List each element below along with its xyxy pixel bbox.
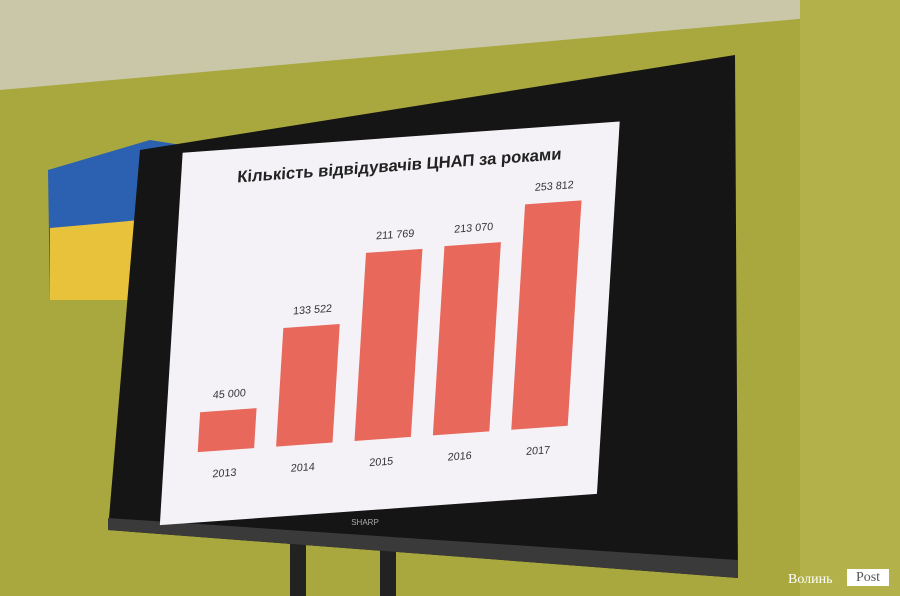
flag-yellow — [50, 220, 140, 300]
x-tick-label: 2013 — [212, 467, 237, 481]
watermark-box — [847, 569, 889, 586]
x-tick-label: 2017 — [526, 444, 551, 458]
bar — [511, 200, 582, 430]
bar — [432, 242, 501, 436]
x-tick-label: 2014 — [291, 461, 316, 475]
wall-corner — [800, 0, 900, 596]
ceiling — [0, 0, 900, 90]
watermark-tag: Post — [856, 570, 880, 585]
brand-label: SHARP — [351, 518, 379, 527]
watermark-name: Волинь — [788, 572, 833, 587]
stand-leg — [290, 540, 306, 596]
value-label: 133 522 — [293, 303, 333, 318]
screen: Кількість відвідувачів ЦНАП за роками 45… — [159, 121, 620, 526]
value-label: 211 769 — [376, 228, 415, 243]
bar — [354, 248, 423, 441]
x-tick-label: 2015 — [369, 455, 394, 469]
bar — [276, 323, 340, 447]
value-label: 253 812 — [534, 179, 574, 194]
value-label: 45 000 — [212, 387, 246, 401]
bar — [197, 408, 257, 453]
tv-bezel — [108, 518, 738, 578]
x-tick-label: 2016 — [447, 450, 472, 464]
value-label: 213 070 — [454, 221, 494, 236]
stand-leg — [380, 540, 396, 596]
